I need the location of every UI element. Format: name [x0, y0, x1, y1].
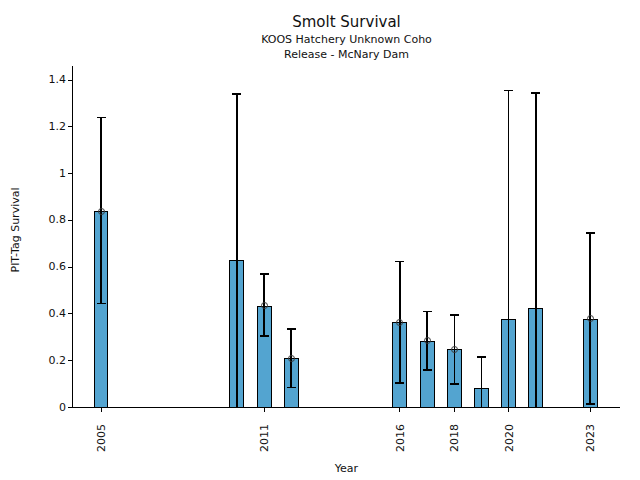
x-tick	[264, 408, 265, 412]
error-cap-high-2010	[232, 93, 241, 95]
error-cap-low-2023	[586, 403, 595, 405]
y-axis-title: PIT-Tag Survival	[9, 187, 22, 272]
x-tick-label: 2018	[448, 424, 461, 452]
error-cap-high-2018	[450, 314, 459, 316]
x-tick	[590, 408, 591, 412]
x-tick	[101, 408, 102, 412]
y-tick-label: 1	[22, 167, 66, 181]
point-marker-2005	[98, 208, 105, 215]
error-cap-low-2018	[450, 383, 459, 385]
x-tick-label: 2011	[258, 424, 271, 452]
error-bar-2021	[535, 93, 537, 408]
error-cap-high-2011	[260, 273, 269, 275]
error-bar-2019	[481, 357, 483, 407]
chart-title: Smolt Survival	[73, 13, 620, 31]
error-cap-high-2016	[395, 261, 404, 263]
error-cap-high-2021	[531, 92, 540, 94]
error-cap-high-2023	[586, 232, 595, 234]
y-tick	[68, 360, 72, 361]
error-cap-low-2012	[287, 387, 296, 389]
x-tick-label: 2005	[95, 424, 108, 452]
error-cap-high-2005	[97, 117, 106, 119]
error-bar-2010	[236, 94, 238, 407]
chart-header: Smolt Survival KOOS Hatchery Unknown Coh…	[73, 0, 620, 61]
x-axis-title: Year	[73, 462, 620, 475]
y-tick-label: 0	[22, 401, 66, 415]
y-tick-label: 0.4	[22, 307, 66, 321]
error-cap-low-2016	[395, 382, 404, 384]
error-cap-high-2012	[287, 328, 296, 330]
y-tick	[68, 267, 72, 268]
y-tick-label: 1.2	[22, 120, 66, 134]
error-cap-low-2011	[260, 335, 269, 337]
y-tick-label: 1.4	[22, 73, 66, 87]
error-cap-high-2020	[504, 90, 513, 92]
chart-subtitle-line2: Release - McNary Dam	[73, 48, 620, 61]
y-tick	[68, 407, 72, 408]
y-tick	[68, 173, 72, 174]
point-marker-2023	[587, 315, 594, 322]
x-tick-label: 2020	[502, 424, 515, 452]
error-cap-low-2017	[423, 369, 432, 371]
chart-figure: Smolt Survival KOOS Hatchery Unknown Coh…	[0, 0, 640, 480]
x-tick	[508, 408, 509, 412]
chart-subtitle-line1: KOOS Hatchery Unknown Coho	[73, 33, 620, 46]
error-cap-high-2019	[477, 356, 486, 358]
x-tick	[454, 408, 455, 412]
error-cap-low-2005	[97, 303, 106, 305]
y-tick	[68, 313, 72, 314]
error-bar-2020	[508, 91, 510, 408]
point-marker-2017	[424, 337, 431, 344]
point-marker-2011	[261, 302, 268, 309]
x-tick	[399, 408, 400, 412]
y-tick-label: 0.2	[22, 354, 66, 368]
y-tick-label: 0.8	[22, 213, 66, 227]
error-cap-high-2017	[423, 311, 432, 313]
y-tick	[68, 220, 72, 221]
y-tick	[68, 126, 72, 127]
y-tick	[68, 80, 72, 81]
x-tick-label: 2023	[584, 424, 597, 452]
x-tick-label: 2016	[393, 424, 406, 452]
point-marker-2012	[288, 355, 295, 362]
y-tick-label: 0.6	[22, 260, 66, 274]
y-axis-line	[72, 66, 73, 408]
point-marker-2018	[451, 346, 458, 353]
